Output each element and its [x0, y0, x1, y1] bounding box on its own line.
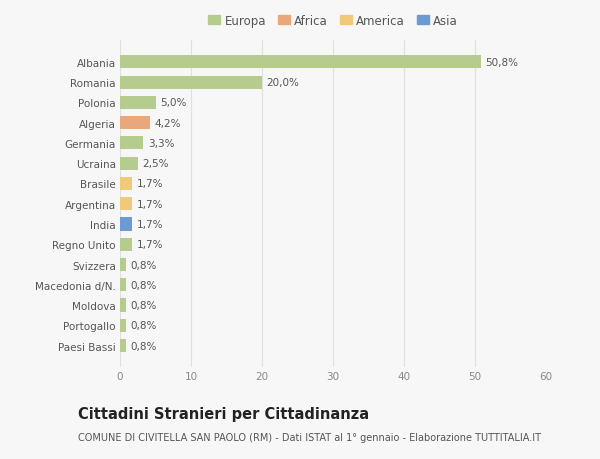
Bar: [120, 339, 125, 353]
Bar: [120, 157, 138, 170]
Text: 0,8%: 0,8%: [130, 341, 157, 351]
Bar: [120, 319, 125, 332]
Bar: [120, 117, 150, 130]
Bar: [120, 56, 481, 69]
Text: 0,8%: 0,8%: [130, 300, 157, 310]
Bar: [120, 198, 132, 211]
Text: 2,5%: 2,5%: [142, 159, 169, 169]
Bar: [120, 218, 132, 231]
Text: 1,7%: 1,7%: [136, 179, 163, 189]
Text: Cittadini Stranieri per Cittadinanza: Cittadini Stranieri per Cittadinanza: [78, 406, 369, 421]
Text: 0,8%: 0,8%: [130, 280, 157, 290]
Text: 4,2%: 4,2%: [154, 118, 181, 129]
Text: 5,0%: 5,0%: [160, 98, 186, 108]
Bar: [120, 258, 125, 271]
Text: 1,7%: 1,7%: [136, 199, 163, 209]
Text: 50,8%: 50,8%: [485, 58, 518, 67]
Bar: [120, 238, 132, 251]
Legend: Europa, Africa, America, Asia: Europa, Africa, America, Asia: [208, 15, 458, 28]
Bar: [120, 279, 125, 292]
Bar: [120, 299, 125, 312]
Bar: [120, 96, 155, 110]
Text: 0,8%: 0,8%: [130, 320, 157, 330]
Text: 1,7%: 1,7%: [136, 240, 163, 250]
Text: COMUNE DI CIVITELLA SAN PAOLO (RM) - Dati ISTAT al 1° gennaio - Elaborazione TUT: COMUNE DI CIVITELLA SAN PAOLO (RM) - Dat…: [78, 432, 541, 442]
Text: 1,7%: 1,7%: [136, 219, 163, 230]
Text: 20,0%: 20,0%: [266, 78, 299, 88]
Bar: [120, 178, 132, 190]
Text: 0,8%: 0,8%: [130, 260, 157, 270]
Bar: [120, 137, 143, 150]
Text: 3,3%: 3,3%: [148, 139, 174, 149]
Bar: [120, 76, 262, 90]
